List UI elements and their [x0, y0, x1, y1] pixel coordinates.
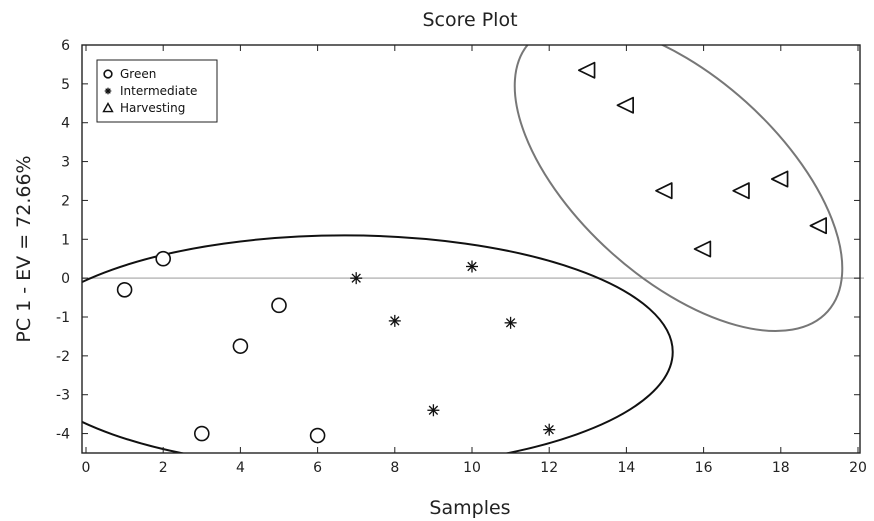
legend-label-intermediate: Intermediate: [120, 84, 197, 98]
y-tick-label: 5: [61, 77, 70, 93]
legend-marker-green: [103, 69, 113, 79]
y-tick-label: -1: [56, 310, 70, 326]
intermediate-point-2: [388, 314, 401, 327]
cluster-ellipse-2: [513, 45, 844, 332]
intermediate-point-4: [466, 260, 478, 273]
x-tick-label: 8: [390, 460, 399, 476]
y-tick-label: -2: [56, 349, 70, 365]
chart-title: Score Plot: [422, 9, 517, 31]
y-tick-label: 0: [61, 271, 70, 287]
green-point-1: [116, 281, 133, 298]
y-tick-label: 4: [61, 116, 70, 132]
harvesting-point-6: [770, 170, 789, 188]
plot-frame: [81, 44, 861, 454]
x-tick-label: 20: [849, 460, 867, 476]
x-tick-label: 6: [313, 460, 322, 476]
x-axis-label: Samples: [429, 497, 510, 519]
x-tick-label: 16: [695, 460, 713, 476]
points-layer: [116, 61, 828, 444]
intermediate-point-3: [427, 404, 440, 417]
y-tick-label: -4: [56, 427, 70, 443]
legend-marker-intermediate: [104, 87, 112, 95]
x-tick-label: 18: [772, 460, 790, 476]
x-tick-label: 14: [617, 460, 635, 476]
x-tick-label: 2: [159, 460, 168, 476]
harvesting-point-7: [809, 217, 828, 235]
legend-marker-harvesting: [102, 102, 114, 113]
ellipse-layer: [82, 45, 844, 453]
y-tick-label: 2: [61, 193, 70, 209]
green-point-5: [271, 297, 287, 314]
x-tick-label: 4: [236, 460, 245, 476]
green-point-4: [232, 338, 249, 354]
cluster-ellipse-1: [82, 234, 674, 453]
harvesting-point-2: [616, 96, 635, 114]
x-tick-label: 12: [540, 460, 558, 476]
intermediate-point-5: [504, 316, 517, 329]
y-tick-label: -3: [56, 388, 70, 404]
legend-box: [96, 59, 218, 123]
legend-label-green: Green: [120, 67, 156, 81]
green-point-3: [194, 425, 210, 442]
green-point-6: [309, 427, 326, 444]
intermediate-point-6: [543, 423, 556, 436]
intermediate-point-1: [350, 272, 363, 285]
x-tick-label: 10: [463, 460, 481, 476]
y-tick-label: 3: [61, 155, 70, 171]
harvesting-point-5: [732, 182, 750, 200]
harvesting-point-4: [693, 240, 712, 258]
legend: Green Intermediate Harvesting: [96, 59, 218, 123]
harvesting-point-3: [655, 182, 673, 200]
harvesting-point-1: [577, 61, 596, 79]
y-axis-label: PC 1 - EV = 72.66%: [13, 155, 35, 342]
x-tick-label: 0: [82, 460, 91, 476]
y-tick-label: 1: [61, 232, 70, 248]
y-tick-label: 6: [61, 38, 70, 54]
legend-label-harvesting: Harvesting: [120, 101, 185, 115]
green-point-2: [155, 250, 171, 267]
